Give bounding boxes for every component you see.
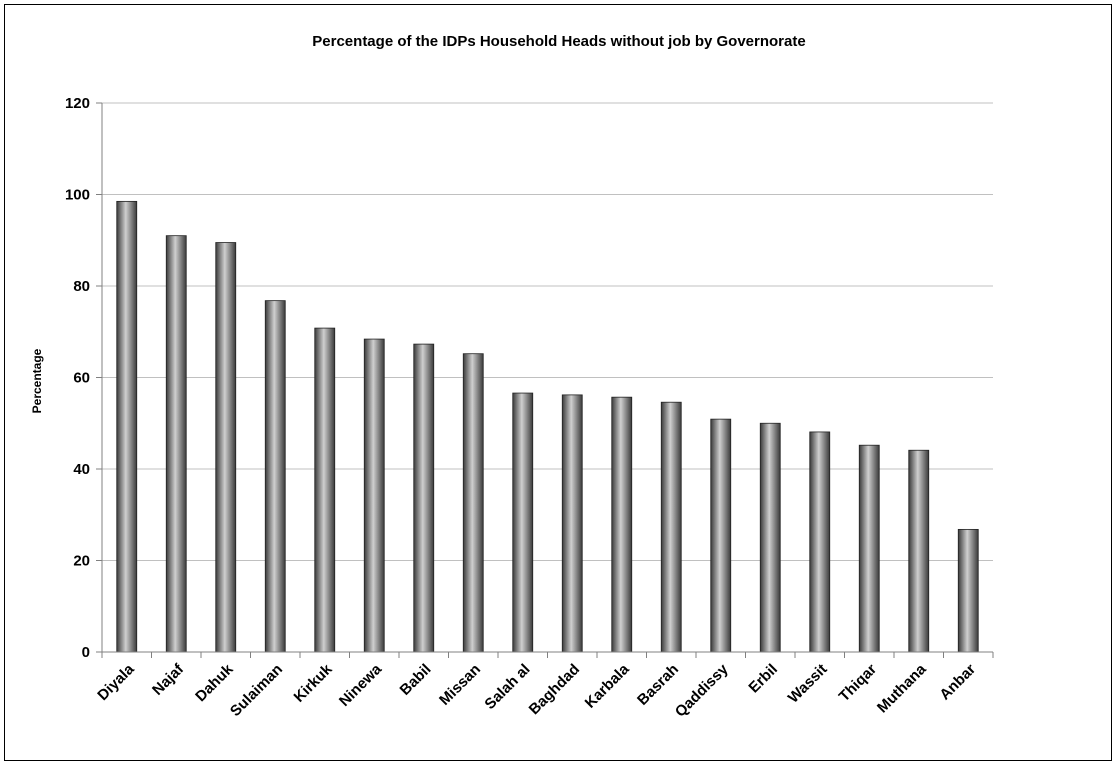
x-tick-label: Muthana (874, 660, 930, 716)
bar-erbil (759, 422, 781, 653)
bar-anbar (957, 528, 979, 653)
x-tick-label: Kirkuk (291, 660, 336, 705)
bar-qaddissy (710, 418, 732, 653)
bar-kirkuk (314, 327, 336, 653)
bar-diyala (116, 200, 138, 653)
x-tick-label: Karbala (582, 660, 633, 711)
bar-babil (413, 343, 435, 653)
bar-salah-al (512, 392, 534, 653)
x-tick-label: Missan (436, 661, 484, 709)
x-tick-label: Erbil (745, 661, 781, 697)
x-tick-label: Thiqar (836, 661, 881, 706)
x-tick-label: Anbar (936, 661, 979, 704)
gridlines (102, 102, 993, 561)
bar-ninewa (363, 338, 385, 653)
bar-basrah (660, 401, 682, 653)
x-tick-label: Sulaiman (227, 661, 286, 720)
y-tick-label: 0 (82, 644, 90, 661)
bar-missan (462, 353, 484, 653)
bars (116, 200, 979, 653)
x-tick-label: Najaf (149, 660, 188, 699)
bar-baghdad (561, 394, 583, 653)
y-tick-label: 120 (65, 95, 90, 112)
x-tick-label: Basrah (634, 661, 682, 709)
x-tick-label: Qaddissy (672, 660, 732, 720)
chart-frame: Percentage of the IDPs Household Heads w… (4, 4, 1112, 761)
y-tick-label: 60 (73, 370, 90, 387)
x-tick-label: Dahuk (192, 660, 237, 705)
y-axis-title: Percentage (30, 348, 44, 413)
bar-najaf (165, 235, 187, 653)
x-tick-label: Baghdad (526, 661, 583, 718)
x-tick-label: Babil (397, 661, 435, 699)
bar-dahuk (215, 242, 237, 653)
bar-sulaiman (264, 300, 286, 653)
y-tick-label: 20 (73, 553, 90, 570)
axes (96, 102, 994, 658)
bar-wassit (809, 431, 831, 653)
x-tick-label: Diyala (94, 660, 138, 704)
y-tick-label: 100 (65, 187, 90, 204)
bar-thiqar (858, 444, 880, 653)
bar-muthana (908, 449, 930, 653)
y-tick-label: 40 (73, 461, 90, 478)
chart-title: Percentage of the IDPs Household Heads w… (312, 33, 806, 50)
x-tick-label: Ninewa (336, 660, 386, 710)
x-tick-label: Wassit (785, 661, 831, 707)
y-tick-label: 80 (73, 278, 90, 295)
bar-karbala (611, 396, 633, 653)
